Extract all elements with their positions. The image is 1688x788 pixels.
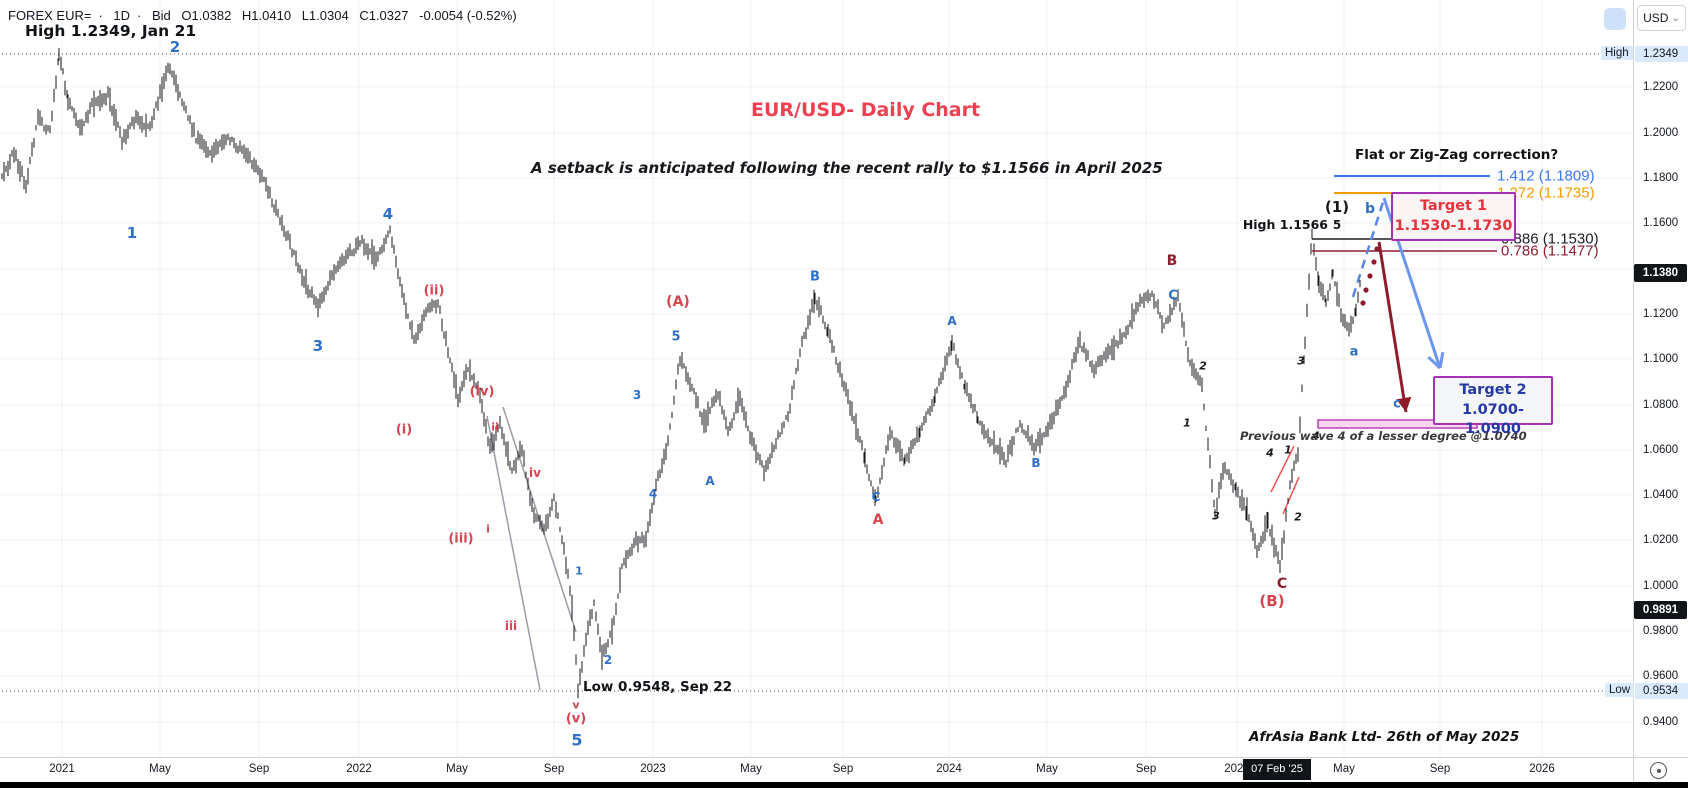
price-tick: 1.1600 <box>1643 217 1679 229</box>
price-tick: 0.9534 <box>1643 685 1679 697</box>
time-axis[interactable]: 2021 May Sep 2022 May Sep 2023 May Sep 2024 May Sep… <box>0 757 1688 783</box>
price-tick: 0.9800 <box>1643 625 1679 637</box>
time-tick: 2022 <box>346 763 372 775</box>
time-tick: 2023 <box>640 763 666 775</box>
secondary-price-badge: 0.9891 <box>1634 601 1687 619</box>
symbol-header: FOREX EUR= · 1D · Bid O1.0382 H1.0410 L1.0… <box>8 8 524 23</box>
currency-label: USD <box>1643 11 1669 25</box>
price-tick: 1.1000 <box>1643 353 1679 365</box>
target1-box[interactable]: Target 1 1.1530-1.1730 <box>1391 192 1516 241</box>
chart-title: EUR/USD- Daily Chart <box>751 99 981 121</box>
target1-range: 1.1530-1.1730 <box>1394 217 1513 234</box>
low-value: L1.0304 <box>301 8 349 23</box>
time-tick: Sep <box>248 763 270 775</box>
high-annotation: High 1.2349, Jan 21 <box>25 22 197 40</box>
close-value: C1.0327 <box>359 8 409 23</box>
credit-note: AfrAsia Bank Ltd- 26th of May 2025 <box>1249 729 1520 745</box>
high-2025-label: High 1.1566 <box>1242 217 1328 232</box>
current-price-badge: 1.1380 <box>1634 264 1687 282</box>
low-tag: Low <box>1605 683 1635 697</box>
go-to-date-icon[interactable] <box>1650 762 1667 779</box>
axis-divider <box>1633 757 1634 782</box>
price-tick: 1.0600 <box>1643 444 1679 456</box>
chevron-down-icon: ⌄ <box>1671 12 1680 24</box>
time-tick: May <box>149 763 171 775</box>
change-value: -0.0054 (-0.52%) <box>419 8 517 23</box>
time-tick: 2026 <box>1529 763 1555 775</box>
price-tick: 0.9600 <box>1643 670 1679 682</box>
time-tick: 2024 <box>936 763 962 775</box>
axis-highlight <box>1635 683 1688 699</box>
high-value: H1.0410 <box>241 8 292 23</box>
price-tick: 1.1200 <box>1643 308 1679 320</box>
window-bottom-bar <box>0 782 1688 788</box>
price-tick: 1.2000 <box>1643 127 1679 139</box>
chart-subtitle: A setback is anticipated following the r… <box>531 159 1163 177</box>
prev-wave-note: Previous wave 4 of a lesser degree @1.07… <box>1240 429 1527 443</box>
target2-range: 1.0700-1.0900 <box>1462 401 1524 438</box>
time-tick: Sep <box>832 763 854 775</box>
price-type: Bid <box>152 8 171 23</box>
currency-dropdown[interactable]: USD ⌄ <box>1637 5 1686 31</box>
high-tag: High <box>1601 46 1633 60</box>
target2-name: Target 2 <box>1459 382 1527 398</box>
time-tick: May <box>446 763 468 775</box>
target2-box[interactable]: Target 2 1.0700-1.0900 <box>1433 376 1553 437</box>
separator: · <box>137 8 142 23</box>
correction-note: Flat or Zig-Zag correction? <box>1355 147 1559 163</box>
separator: · <box>98 8 103 23</box>
price-tick: 1.0800 <box>1643 399 1679 411</box>
open-value: O1.0382 <box>181 8 232 23</box>
target1-name: Target 1 <box>1419 198 1488 214</box>
price-tick: 1.0000 <box>1643 580 1679 592</box>
price-tick: 1.2349 <box>1643 48 1679 60</box>
price-tick: 1.0200 <box>1643 534 1679 546</box>
time-tick: Sep <box>1429 763 1451 775</box>
chart-canvas[interactable] <box>0 0 1633 757</box>
time-tick: May <box>1333 763 1355 775</box>
price-tick: 1.0400 <box>1643 489 1679 501</box>
time-tick: Sep <box>543 763 565 775</box>
date-badge: 07 Feb '25 <box>1243 759 1311 780</box>
panel-icon[interactable] <box>1604 8 1626 30</box>
price-axis[interactable]: 1.2349 1.2200 1.2000 1.1800 1.1600 1.1200 1.10… <box>1633 0 1688 757</box>
price-tick: 1.2200 <box>1643 81 1679 93</box>
symbol-name: FOREX EUR= <box>8 8 92 23</box>
axis-highlight <box>1635 46 1688 62</box>
interval[interactable]: 1D <box>113 8 131 23</box>
time-tick: Sep <box>1135 763 1157 775</box>
time-tick: May <box>1036 763 1058 775</box>
price-tick: 0.9400 <box>1643 716 1679 728</box>
time-tick: 2021 <box>49 763 75 775</box>
low-annotation: Low 0.9548, Sep 22 <box>583 679 733 695</box>
time-tick: May <box>740 763 762 775</box>
price-tick: 1.1800 <box>1643 172 1679 184</box>
